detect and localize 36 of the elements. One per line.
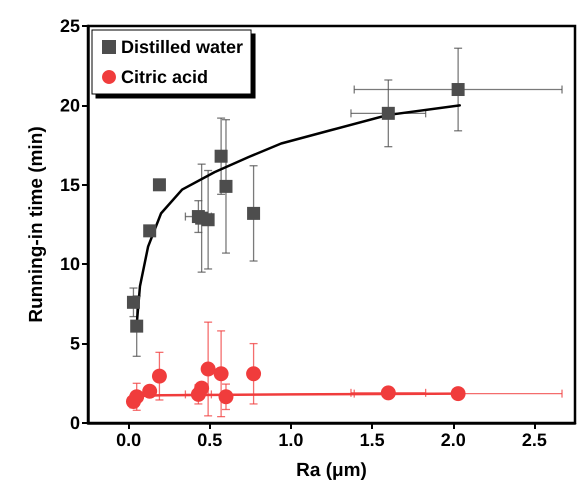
point bbox=[126, 296, 140, 309]
point bbox=[142, 384, 158, 399]
x-tick-label: 0.0 bbox=[116, 430, 142, 450]
x-tick-label: 2.0 bbox=[440, 430, 466, 450]
x-tick-label: 1.0 bbox=[278, 430, 304, 450]
point bbox=[202, 213, 215, 226]
y-tick-label: 0 bbox=[70, 413, 80, 433]
y-tick-label: 10 bbox=[60, 254, 80, 274]
y-tick-label: 25 bbox=[60, 16, 80, 36]
point bbox=[129, 389, 144, 404]
point bbox=[452, 83, 465, 96]
point bbox=[152, 368, 167, 384]
y-axis-title: Running-in time (min) bbox=[26, 126, 47, 323]
point bbox=[214, 150, 228, 163]
point bbox=[152, 178, 166, 192]
legend-label: Distilled water bbox=[121, 37, 244, 57]
x-tick-label: 1.5 bbox=[360, 430, 385, 450]
x-tick-label: 0.5 bbox=[197, 430, 222, 450]
point bbox=[247, 206, 260, 220]
point bbox=[130, 320, 144, 333]
point bbox=[214, 366, 229, 382]
x-tick-label: 2.5 bbox=[522, 430, 547, 450]
point bbox=[219, 180, 232, 193]
y-tick-label: 20 bbox=[60, 95, 80, 116]
point bbox=[200, 362, 216, 377]
x-axis-title: Ra (μm) bbox=[296, 460, 367, 481]
legend-label: Citric acid bbox=[121, 67, 208, 87]
point bbox=[194, 380, 210, 396]
point bbox=[382, 106, 395, 120]
point bbox=[218, 389, 234, 404]
y-tick-label: 15 bbox=[60, 174, 80, 195]
point bbox=[143, 224, 156, 238]
point bbox=[246, 366, 262, 382]
point bbox=[380, 385, 396, 400]
y-tick-label: 5 bbox=[70, 334, 80, 354]
point bbox=[450, 386, 466, 402]
